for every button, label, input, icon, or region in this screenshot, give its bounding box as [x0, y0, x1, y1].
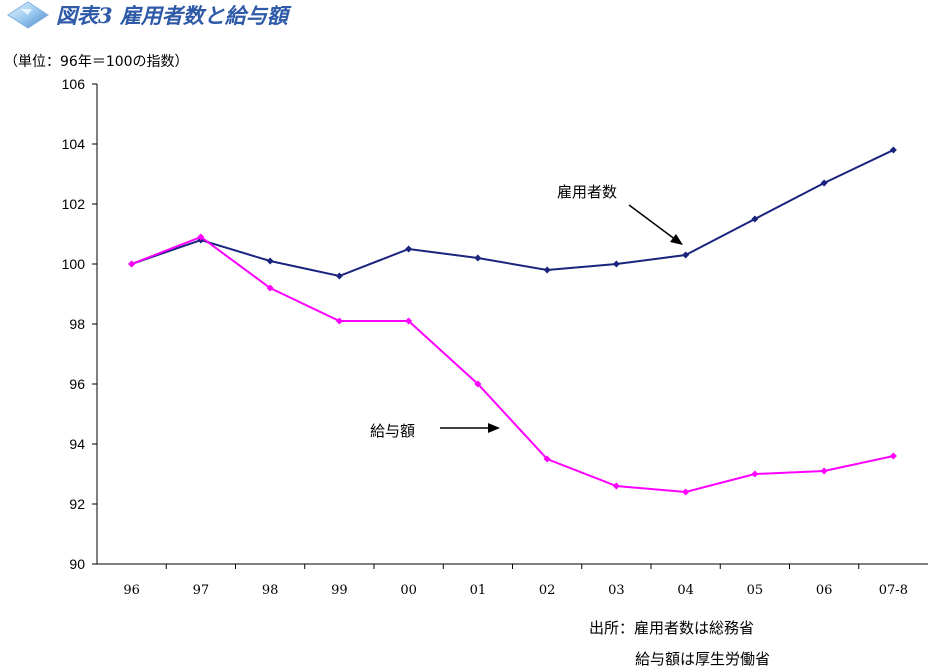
x-tick-label: 96: [123, 583, 140, 598]
label-employees: 雇用者数: [557, 183, 683, 245]
arrowhead-wages: [488, 423, 500, 433]
source-line-2: 給与額は厚生労働省: [635, 650, 770, 668]
x-tick-label: 04: [677, 583, 694, 598]
series-0-point: [335, 272, 343, 280]
source-line-1: 出所：雇用者数は総務省: [589, 619, 754, 637]
series-0-point: [266, 257, 274, 265]
y-tick-label: 106: [62, 76, 86, 92]
x-tick-label: 07-8: [879, 583, 908, 598]
series-line-0: [131, 149, 894, 278]
arrowhead-employees: [670, 234, 683, 245]
series-0-point: [751, 215, 759, 223]
series-1-point: [266, 284, 274, 292]
x-tick-label: 97: [193, 583, 210, 598]
series-0-point: [612, 260, 620, 268]
series-1-point: [612, 482, 620, 490]
arrow-employees: [628, 204, 677, 241]
unit-note: （単位：96年＝100の指数）: [4, 54, 189, 70]
label-wages: 給与額: [370, 422, 500, 440]
series-1-point: [889, 452, 897, 460]
series-1-point: [820, 467, 828, 475]
series-0-point: [682, 251, 690, 259]
chart-title: 図表3 雇用者数と給与額: [7, 1, 292, 29]
y-tick-label: 90: [69, 556, 85, 572]
series-0-point: [405, 245, 413, 253]
series-1-point: [197, 233, 205, 241]
series-1-point: [405, 317, 413, 325]
y-tick-label: 102: [62, 196, 86, 212]
x-tick-label: 02: [539, 583, 556, 598]
label-employees-text: 雇用者数: [557, 183, 617, 201]
series-0-point: [889, 146, 897, 154]
x-tick-label: 99: [331, 583, 348, 598]
x-tick-label: 00: [400, 583, 417, 598]
series-1-point: [474, 380, 482, 388]
x-tick-label: 03: [608, 583, 625, 598]
x-tick-label: 05: [747, 583, 764, 598]
x-tick-label: 06: [816, 583, 833, 598]
y-tick-label: 92: [69, 496, 85, 512]
series-line-1: [131, 235, 894, 494]
chart-title-text: 図表3 雇用者数と給与額: [56, 3, 292, 28]
series-1-point: [128, 260, 136, 268]
series-1-point: [682, 488, 690, 496]
series-0-point: [543, 266, 551, 274]
series-0-point: [820, 179, 828, 187]
x-tick-label: 01: [470, 583, 487, 598]
y-tick-label: 98: [69, 316, 85, 332]
series-0-point: [474, 254, 482, 262]
y-tick-label: 100: [62, 256, 86, 272]
series-1-point: [335, 317, 343, 325]
series-1-point: [543, 455, 551, 463]
x-tick-label: 98: [262, 583, 279, 598]
y-tick-label: 96: [69, 376, 85, 392]
y-tick-label: 104: [62, 136, 86, 152]
label-wages-text: 給与額: [370, 422, 415, 440]
y-tick-label: 94: [69, 436, 85, 452]
series-1-point: [751, 470, 759, 478]
